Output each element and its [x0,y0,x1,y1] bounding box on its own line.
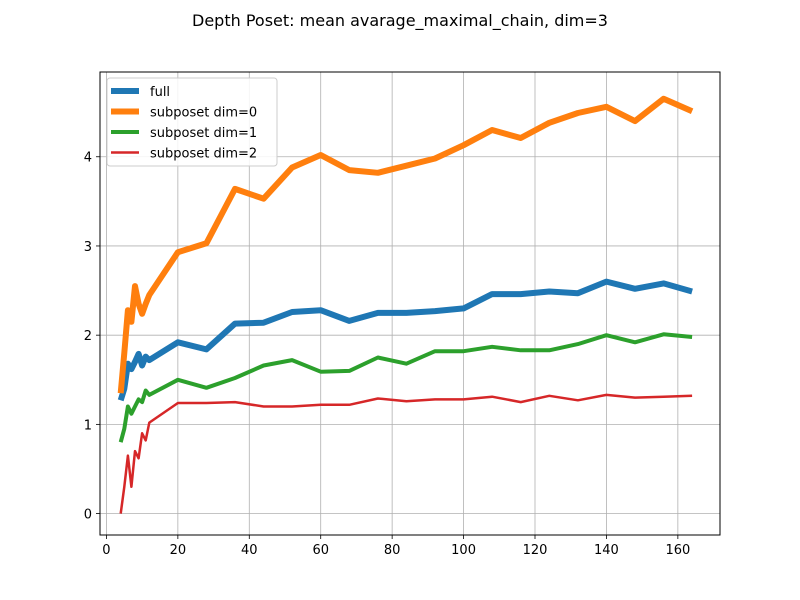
x-axis: 0 20 40 60 80 100 120 140 160 [102,535,690,558]
grid [100,72,720,535]
series-line-2 [118,332,693,443]
plot-frame [99,71,721,536]
y-tick-label: 3 [84,240,92,255]
x-tick-label: 80 [384,543,401,558]
series-line-0 [117,278,693,402]
y-tick-label: 0 [84,508,92,523]
series-layer [117,95,694,514]
y-axis: 0 1 2 3 4 [84,151,100,523]
series-line-1 [117,95,694,394]
x-tick-label: 60 [312,543,329,558]
x-tick-label: 20 [170,543,187,558]
x-tick-label: 120 [523,543,548,558]
series-line-3 [119,393,693,514]
x-tick-label: 140 [594,543,619,558]
x-tick-label: 100 [451,543,476,558]
y-tick-label: 2 [84,329,92,344]
legend-box [106,77,278,167]
x-tick-label: 40 [241,543,258,558]
chart-title: Depth Poset: mean avarage_maximal_chain,… [192,11,608,31]
legend-label: full [150,85,170,100]
legend-label: subposet dim=0 [150,106,257,121]
y-tick-label: 4 [84,151,92,166]
legend: full subposet dim=0 subposet dim=1 subposet… [106,77,278,167]
legend-label: subposet dim=2 [150,147,257,162]
y-tick-label: 1 [84,418,92,433]
x-tick-label: 160 [665,543,690,558]
x-tick-label: 0 [102,543,110,558]
legend-label: subposet dim=1 [150,126,257,141]
